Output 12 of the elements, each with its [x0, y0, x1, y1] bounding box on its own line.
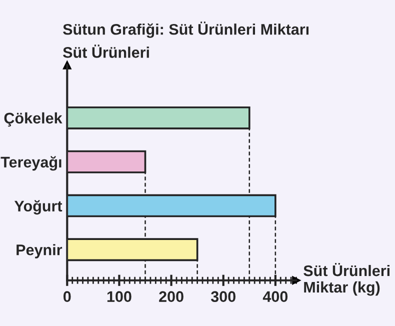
y-tick-label: Peynir [16, 244, 62, 258]
y-tick-label: Çökelek [4, 112, 62, 127]
chart-title: Sütun Grafiği: Süt Ürünleri Miktarı [63, 22, 309, 38]
y-axis-title: Süt Ürünleri [63, 44, 149, 58]
x-tick-label: 100 [107, 291, 132, 302]
y-tick-label: Tereyağı [0, 156, 62, 171]
x-axis-title: Süt Ürünleri Miktar (kg) [304, 263, 390, 296]
x-tick-label: 0 [64, 291, 71, 302]
x-tick-label: 300 [210, 291, 236, 302]
x-tick-label: 400 [262, 291, 288, 302]
y-tick-label: Yoğurt [14, 200, 62, 215]
x-tick-label: 200 [159, 291, 184, 302]
